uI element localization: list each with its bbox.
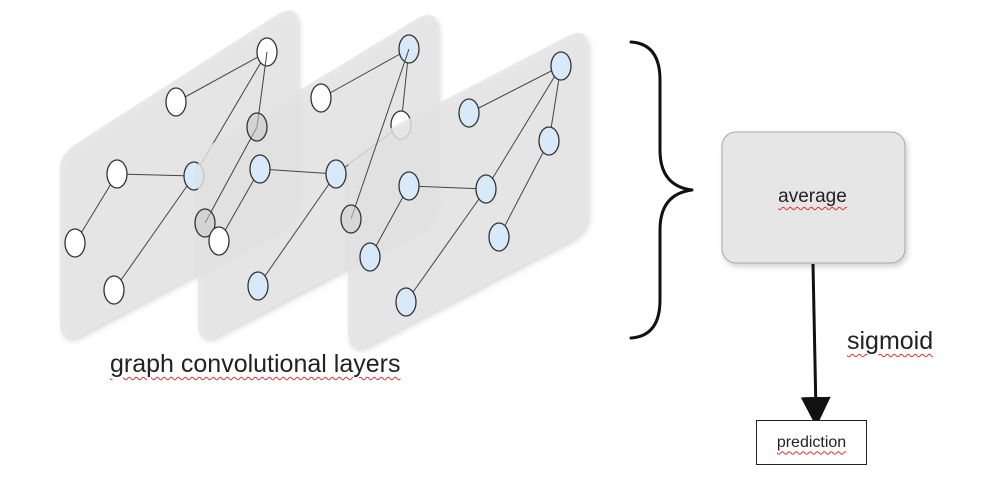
layer-1-panel <box>60 10 298 339</box>
graph-node <box>398 171 420 201</box>
average-label: average <box>720 186 905 208</box>
graph-node <box>395 287 417 317</box>
output-arrow <box>800 263 831 427</box>
average-box <box>721 131 906 264</box>
graph-node <box>194 208 216 238</box>
activation-label: sigmoid <box>847 327 934 355</box>
graph-node <box>488 222 510 252</box>
layer-1-edges <box>74 51 268 291</box>
graph-layer-3 <box>340 32 588 349</box>
prediction-box: prediction <box>756 420 867 465</box>
graph-node <box>325 159 347 189</box>
graph-node <box>165 87 187 117</box>
graph-node <box>340 204 362 234</box>
graph-node <box>103 275 125 305</box>
curly-brace <box>629 40 694 340</box>
graph-node <box>475 174 497 204</box>
graph-node <box>249 154 271 184</box>
layer-3-panel <box>348 32 588 349</box>
graph-layer-2 <box>194 14 438 339</box>
graph-node <box>550 51 572 81</box>
graph-node <box>247 271 269 301</box>
layers-caption: graph convolutional layers <box>110 350 401 378</box>
layer-3-nodes <box>340 51 572 317</box>
graph-node <box>310 83 332 113</box>
graph-node <box>538 126 560 156</box>
average-label-text: average <box>778 186 847 207</box>
layer-2-nodes <box>194 34 420 301</box>
graph-node <box>246 112 268 142</box>
layer-2-panel <box>198 14 438 339</box>
graph-node <box>64 228 86 258</box>
graph-node <box>106 159 128 189</box>
prediction-label: prediction <box>776 433 847 451</box>
graph-node <box>208 226 230 256</box>
graph-layer-1 <box>60 10 298 339</box>
graph-node <box>458 98 480 128</box>
graph-node <box>359 242 381 272</box>
